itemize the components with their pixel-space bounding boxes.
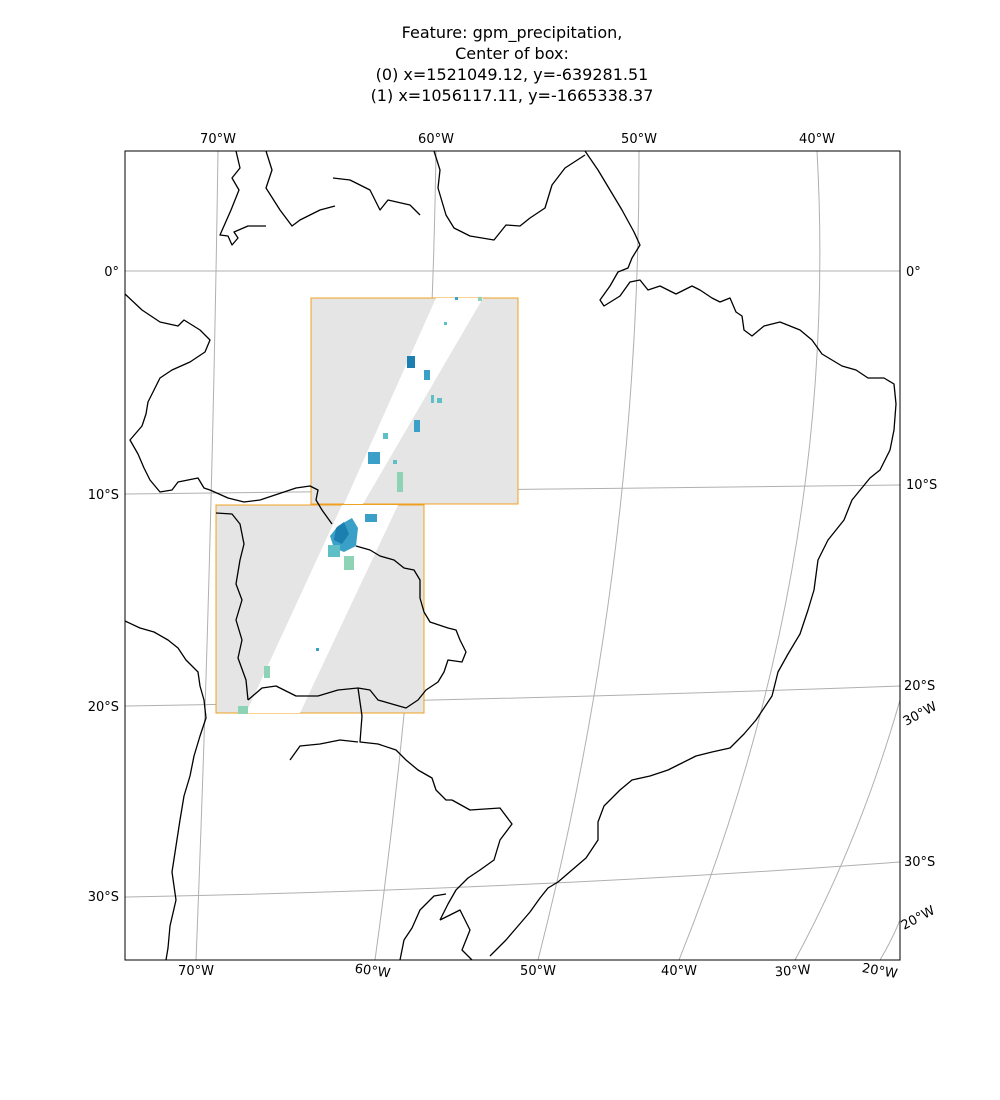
- coast-amazon-mouth: [489, 151, 897, 957]
- left-label-20s: 20°S: [88, 700, 119, 715]
- gridline-lon-30w: [794, 699, 900, 960]
- gridline-lat-30s: [125, 861, 900, 898]
- top-label-60w: 60°W: [418, 132, 454, 147]
- swath-box-1: [246, 505, 398, 713]
- coast-west: [125, 293, 211, 493]
- graticule: [125, 151, 900, 960]
- border-peru-brazil: [209, 485, 333, 525]
- precipitation-cells: [238, 297, 482, 714]
- left-label-10s: 10°S: [88, 488, 119, 503]
- left-label-0: 0°: [104, 265, 119, 280]
- gridline-lon-50w: [537, 151, 640, 960]
- title-line-box0: (0) x=1521049.12, y=-639281.51: [375, 65, 649, 84]
- map-plot-area: [125, 151, 900, 960]
- box-1: [215, 504, 425, 714]
- bottom-label-60w: 60°W: [354, 962, 392, 982]
- right-label-20w: 20°W: [899, 903, 938, 933]
- gridline-lon-40w: [678, 151, 821, 960]
- title-line-center: Center of box:: [455, 44, 569, 63]
- border-brazil-bolivia: [247, 545, 467, 709]
- coast-pacific: [125, 620, 207, 960]
- border-paraguay: [357, 687, 452, 801]
- border-uruguay: [439, 799, 513, 921]
- title-line-box1: (1) x=1056117.11, y=-1665338.37: [370, 86, 654, 105]
- bottom-label-30w: 30°W: [774, 963, 811, 980]
- bottom-label-40w: 40°W: [661, 964, 697, 979]
- bottom-label-70w: 70°W: [178, 964, 214, 979]
- coast-guianas: [433, 151, 586, 241]
- right-label-20s: 20°S: [904, 679, 935, 694]
- title-line-feature: Feature: gpm_precipitation,: [401, 23, 623, 42]
- figure-title: Feature: gpm_precipitation, Center of bo…: [0, 22, 1000, 106]
- top-label-70w: 70°W: [200, 132, 236, 147]
- top-label-40w: 40°W: [799, 132, 835, 147]
- coast-caribbean-b: [265, 151, 336, 227]
- bottom-label-50w: 50°W: [520, 964, 556, 979]
- top-label-50w: 50°W: [621, 132, 657, 147]
- gridline-lon-20w: [879, 919, 900, 960]
- left-label-30s: 30°S: [88, 890, 119, 905]
- right-label-30s: 30°S: [904, 855, 935, 870]
- bottom-label-20w: 20°W: [861, 961, 899, 982]
- river-plate: [439, 909, 473, 960]
- right-label-10s: 10°S: [906, 478, 937, 493]
- border-bolivia: [215, 512, 249, 701]
- map-frame: [124, 150, 901, 961]
- right-label-0: 0°: [906, 265, 921, 280]
- coast-caribbean-c: [332, 177, 421, 216]
- border-argentina: [289, 739, 359, 761]
- coastlines: [125, 151, 897, 960]
- box-0: [310, 297, 519, 505]
- gridline-lon-70w: [195, 151, 219, 960]
- right-label-30w: 30°W: [901, 699, 940, 729]
- coast-argentina: [399, 893, 447, 960]
- coast-caribbean-a: [219, 151, 266, 246]
